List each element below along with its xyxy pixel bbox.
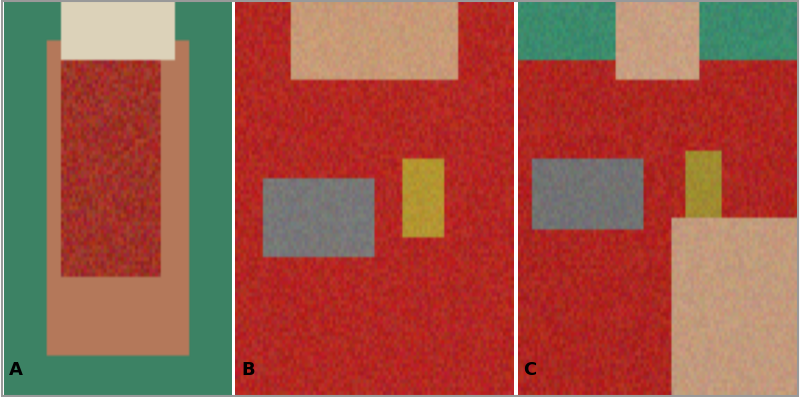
Text: C: C <box>523 361 537 379</box>
Text: A: A <box>9 361 22 379</box>
Text: B: B <box>241 361 254 379</box>
